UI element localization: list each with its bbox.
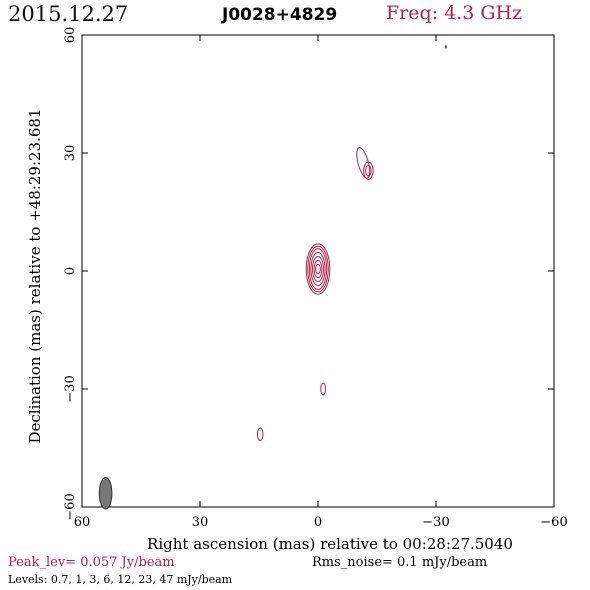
y-tick-label: −60 (63, 493, 78, 520)
source-name: J0028+4829 (222, 5, 338, 25)
y-tick-label: 60 (63, 27, 78, 44)
x-tick-label: 0 (314, 515, 322, 530)
contour-spot-north (444, 45, 447, 49)
y-axis-title: Declination (mas) relative to +48:29:23.… (26, 108, 44, 443)
y-tick-label: −30 (63, 375, 78, 402)
contour-blob-southwest (256, 427, 264, 442)
contour-blob-south (320, 382, 326, 396)
y-tick-label: 0 (63, 267, 78, 275)
contour-jet-1b (363, 161, 374, 180)
contour-jet-1b (365, 165, 372, 177)
y-tick-label: 30 (63, 145, 78, 162)
contour-core (310, 252, 326, 287)
contour-levels: Levels: 0.7, 1, 3, 6, 12, 23, 47 mJy/bea… (8, 573, 233, 586)
contour-jet-1 (356, 147, 371, 179)
x-tick-label: 30 (192, 515, 209, 530)
contour-core (308, 248, 328, 290)
contour-core (311, 255, 325, 283)
contour-core (307, 245, 329, 293)
beam-ellipse (98, 477, 113, 510)
observation-date: 2015.12.27 (8, 2, 129, 26)
x-axis-title: Right ascension (mas) relative to 00:28:… (147, 535, 513, 553)
frequency-label: Freq: 4.3 GHz (386, 2, 523, 24)
peak-level: Peak_lev= 0.057 Jy/beam (8, 555, 175, 570)
rms-noise: Rms_noise= 0.1 mJy/beam (312, 555, 488, 570)
contour-core (305, 243, 331, 295)
x-tick-label: −30 (422, 515, 449, 530)
x-tick-label: 60 (74, 515, 91, 530)
contour-core (313, 259, 323, 279)
x-tick-label: −60 (540, 515, 567, 530)
contour-core (315, 263, 321, 275)
plot-frame (81, 34, 555, 508)
